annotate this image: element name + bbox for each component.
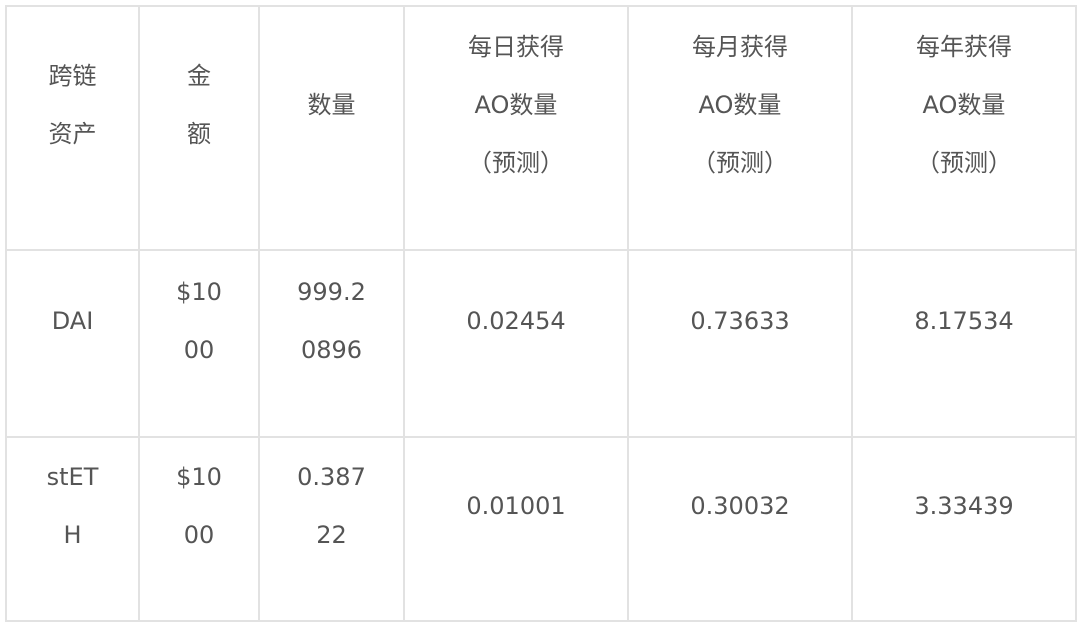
header-monthly: 每月获得 AO数量 （预测） <box>627 5 853 251</box>
table-row: DAI $10 00 999.2 0896 0.02454 0.73633 8.17… <box>5 249 1077 438</box>
header-row: 跨链 资产 金额 数量 每日获得 AO数量 （预测） 每月获得 AO数量 （预测） 每年获… <box>5 5 1077 251</box>
cell-yearly: 8.17534 <box>851 249 1077 438</box>
header-asset: 跨链 资产 <box>5 5 140 251</box>
cell-asset: stET H <box>5 436 140 622</box>
cell-monthly: 0.73633 <box>627 249 853 438</box>
cell-amount: $10 00 <box>138 249 260 438</box>
cell-daily: 0.02454 <box>403 249 629 438</box>
header-daily: 每日获得 AO数量 （预测） <box>403 5 629 251</box>
cell-quantity: 0.387 22 <box>258 436 405 622</box>
cell-yearly: 3.33439 <box>851 436 1077 622</box>
header-yearly: 每年获得 AO数量 （预测） <box>851 5 1077 251</box>
cell-quantity: 999.2 0896 <box>258 249 405 438</box>
header-quantity: 数量 <box>258 5 405 251</box>
cell-monthly: 0.30032 <box>627 436 853 622</box>
ao-yield-table: 跨链 资产 金额 数量 每日获得 AO数量 （预测） 每月获得 AO数量 （预测） 每年获… <box>5 5 1077 622</box>
cell-asset: DAI <box>5 249 140 438</box>
header-amount: 金额 <box>138 5 260 251</box>
cell-amount: $10 00 <box>138 436 260 622</box>
table-row: stET H $10 00 0.387 22 0.01001 0.30032 3.33… <box>5 436 1077 622</box>
cell-daily: 0.01001 <box>403 436 629 622</box>
